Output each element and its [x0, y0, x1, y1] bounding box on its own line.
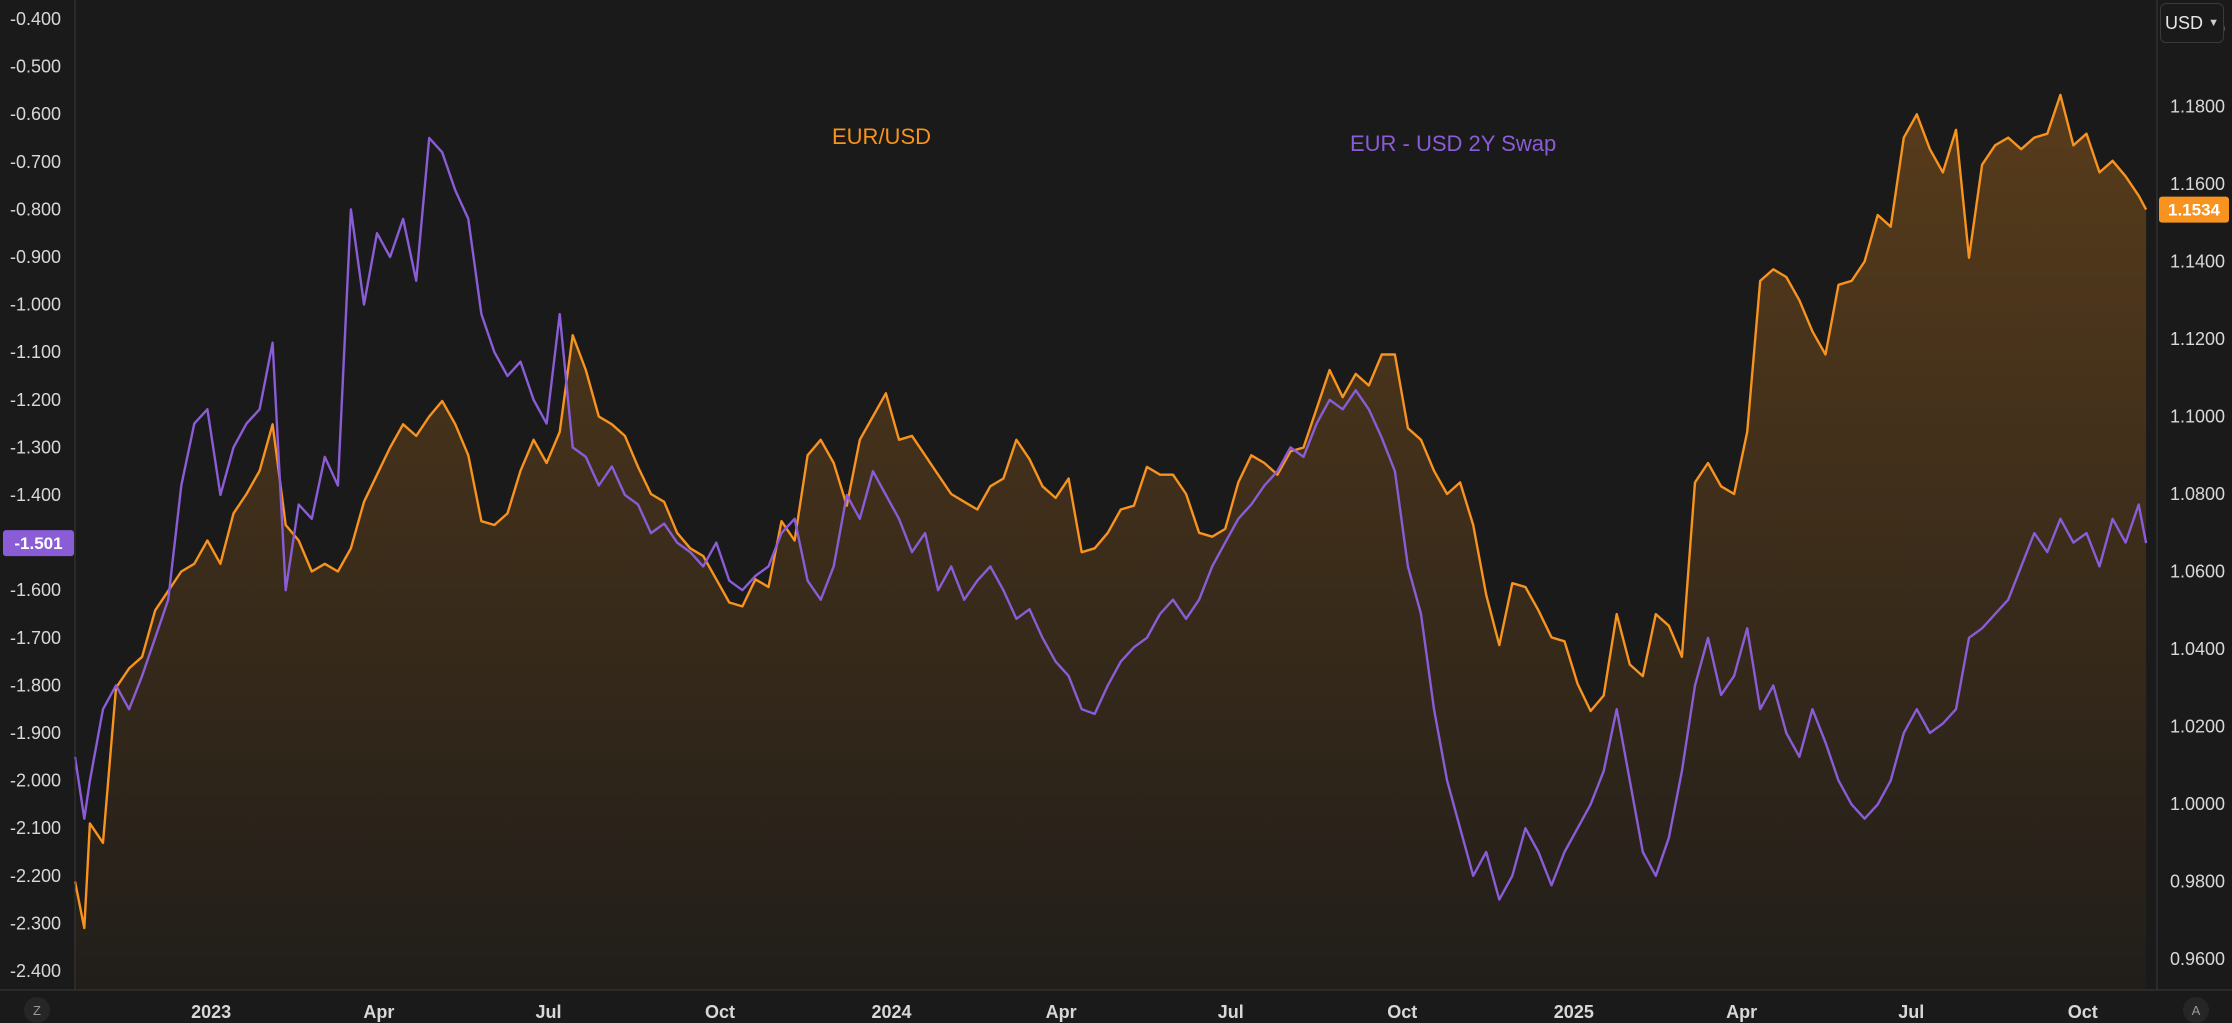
left-tick-label: -1.600 — [10, 580, 61, 600]
last-value-badge-swap: -1.501 — [3, 530, 74, 557]
badge-value: -1.501 — [14, 534, 62, 553]
left-tick-label: -0.800 — [10, 199, 61, 219]
left-tick-label: -0.600 — [10, 104, 61, 124]
series-line-eurusd — [73, 93, 2148, 930]
left-tick-label: -2.300 — [10, 913, 61, 933]
x-tick-label: Apr — [1726, 1002, 1757, 1022]
series-label-swap: EUR - USD 2Y Swap — [1350, 131, 1556, 156]
x-tick-label: Oct — [1387, 1002, 1417, 1022]
right-tick-label: 1.1000 — [2170, 407, 2225, 427]
right-tick-label: 1.0000 — [2170, 794, 2225, 814]
right-tick-label: 0.9800 — [2170, 872, 2225, 892]
right-tick-label: 1.0200 — [2170, 717, 2225, 737]
left-tick-label: -1.900 — [10, 723, 61, 743]
left-tick-label: -2.200 — [10, 866, 61, 886]
x-axis: 2023 Apr Jul Oct 2024 Apr Jul Oct 2025 Apr Jul Oct — [0, 989, 2232, 1022]
left-tick-label: -2.100 — [10, 818, 61, 838]
left-tick-label: -2.400 — [10, 961, 61, 981]
left-tick-label: -1.400 — [10, 485, 61, 505]
left-tick-label: -1.300 — [10, 437, 61, 457]
x-tick-label: 2023 — [191, 1002, 231, 1022]
corner-left-label: Z — [33, 1002, 41, 1018]
left-tick-label: -1.700 — [10, 628, 61, 648]
badge-background — [3, 530, 74, 557]
plot-area — [73, 93, 2148, 990]
left-tick-label: -2.000 — [10, 771, 61, 791]
corner-right-label: A — [2191, 1002, 2201, 1018]
badge-background — [2159, 196, 2229, 223]
right-tick-label: 1.1400 — [2170, 252, 2225, 272]
left-tick-label: -1.000 — [10, 295, 61, 315]
last-value-badge-eurusd: 1.1534 — [2159, 196, 2229, 223]
x-tick-label: Apr — [363, 1002, 394, 1022]
right-tick-label: 1.0400 — [2170, 639, 2225, 659]
series-line-swap — [73, 136, 2148, 901]
auto-scale-button[interactable]: A — [2183, 997, 2209, 1023]
left-tick-label: -1.100 — [10, 342, 61, 362]
series-area-eurusd — [75, 94, 2147, 990]
currency-selector[interactable]: USD ▼ — [2160, 3, 2224, 43]
left-tick-label: -1.200 — [10, 390, 61, 410]
right-tick-label: 1.1200 — [2170, 329, 2225, 349]
chevron-down-icon: ▼ — [2208, 17, 2219, 29]
left-tick-label: -0.900 — [10, 247, 61, 267]
series-label-eurusd: EUR/USD — [832, 124, 931, 149]
right-tick-label: 1.0800 — [2170, 484, 2225, 504]
right-tick-label: 0.9600 — [2170, 949, 2225, 969]
x-tick-label: Jul — [536, 1002, 562, 1022]
right-axis: 1.20001.18001.16001.14001.12001.10001.08… — [2156, 0, 2229, 990]
right-tick-label: 1.0600 — [2170, 562, 2225, 582]
left-tick-label: -0.500 — [10, 57, 61, 77]
left-tick-label: -1.800 — [10, 675, 61, 695]
left-tick-label: -0.400 — [10, 9, 61, 29]
currency-label: USD — [2165, 12, 2204, 33]
x-tick-label: Jul — [1218, 1002, 1244, 1022]
x-tick-label: Oct — [705, 1002, 735, 1022]
timezone-button[interactable]: Z — [24, 997, 50, 1023]
right-tick-label: 1.1600 — [2170, 174, 2225, 194]
badge-value: 1.1534 — [2168, 201, 2221, 220]
right-tick-label: 1.1800 — [2170, 97, 2225, 117]
x-tick-label: Oct — [2068, 1002, 2098, 1022]
left-tick-label: -0.700 — [10, 152, 61, 172]
x-tick-label: 2024 — [871, 1002, 911, 1022]
x-tick-label: Jul — [1898, 1002, 1924, 1022]
series-labels: EUR/USD EUR - USD 2Y Swap — [832, 124, 1556, 156]
x-tick-label: Apr — [1046, 1002, 1077, 1022]
x-tick-label: 2025 — [1554, 1002, 1594, 1022]
left-axis: -0.400 -0.500 -0.600 -0.700 -0.800 -0.900 -1.0… — [3, 0, 76, 990]
